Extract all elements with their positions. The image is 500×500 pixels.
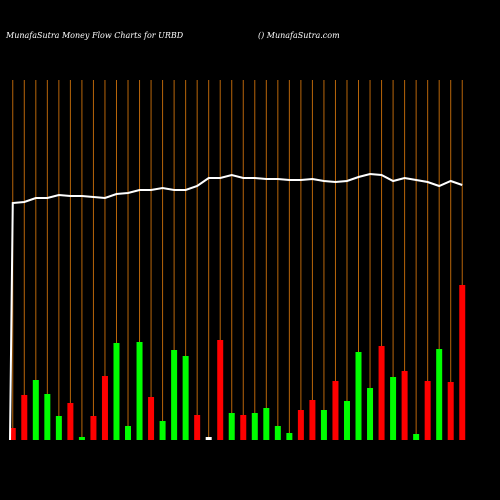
bar bbox=[194, 415, 201, 440]
bar bbox=[228, 413, 235, 440]
bar bbox=[44, 394, 51, 440]
bar bbox=[240, 415, 247, 440]
bar bbox=[67, 403, 74, 440]
chart-title: MunafaSutra Money Flow Charts for URBD bbox=[5, 31, 184, 40]
chart-subtitle: () MunafaSutra.com bbox=[258, 31, 340, 40]
bar bbox=[447, 382, 454, 440]
bar bbox=[78, 437, 85, 440]
bar bbox=[320, 410, 327, 440]
bar bbox=[436, 349, 443, 440]
line bbox=[9, 172, 463, 441]
bar bbox=[309, 400, 316, 440]
bar bbox=[390, 377, 397, 440]
bar bbox=[332, 381, 339, 440]
bar bbox=[32, 380, 39, 440]
bar bbox=[263, 408, 270, 440]
bar bbox=[367, 388, 374, 440]
bar bbox=[21, 395, 28, 440]
bar bbox=[205, 437, 212, 440]
bar bbox=[251, 413, 258, 440]
bar bbox=[159, 421, 166, 440]
bar bbox=[297, 410, 304, 440]
bar bbox=[286, 433, 293, 440]
bar bbox=[355, 352, 362, 440]
bar bbox=[171, 350, 178, 440]
bar bbox=[125, 426, 132, 440]
bar bbox=[274, 426, 281, 440]
bar bbox=[182, 356, 189, 440]
bar bbox=[9, 428, 16, 440]
bar bbox=[413, 434, 420, 440]
bar bbox=[136, 342, 143, 440]
bar bbox=[424, 381, 431, 440]
bar bbox=[113, 343, 120, 440]
bar bbox=[101, 376, 108, 440]
bar bbox=[217, 340, 224, 440]
bar bbox=[401, 371, 408, 440]
bar bbox=[148, 397, 155, 440]
bar bbox=[55, 416, 62, 440]
bar bbox=[459, 285, 466, 440]
bar bbox=[90, 416, 97, 440]
bar bbox=[343, 401, 350, 440]
bar bbox=[378, 346, 385, 440]
